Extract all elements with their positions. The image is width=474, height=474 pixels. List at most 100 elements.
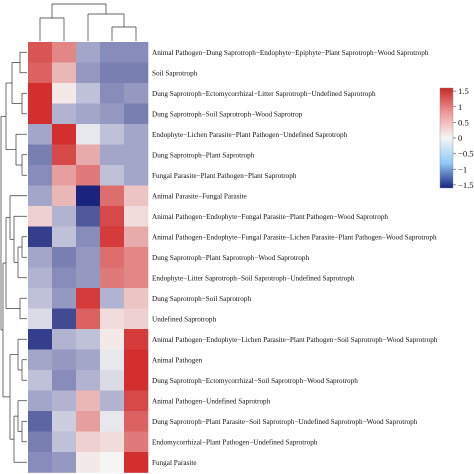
heatmap-cell: [52, 267, 77, 289]
heatmap-cell: [52, 349, 77, 371]
heatmap-cell: [124, 206, 149, 227]
heatmap-cell: [28, 247, 53, 268]
row-label: Undefined Saprotroph: [152, 315, 216, 323]
heatmap-cell: [76, 103, 101, 125]
heatmap-cell: [28, 452, 53, 473]
row-label: Dung Saprotroph−Plant Saprotroph: [152, 151, 255, 159]
heatmap-cell: [124, 411, 149, 432]
row-label: Animal Pathogen−Undefined Saprotroph: [152, 397, 271, 405]
heatmap-cell: [76, 349, 101, 371]
heatmap-cell: [52, 308, 77, 330]
heatmap-cell: [52, 103, 77, 125]
color-scale-bar: [439, 87, 454, 189]
heatmap-cell: [28, 185, 53, 207]
heatmap-cell: [52, 329, 77, 350]
legend-tick-label: 1.5: [458, 86, 469, 96]
heatmap-cell: [100, 308, 125, 330]
color-scale-ticks: 1.5 1 0.5 0 −0.5 −1 −1.5: [453, 86, 474, 190]
heatmap-cell: [100, 165, 125, 186]
heatmap-cell: [28, 83, 53, 104]
heatmap-cell: [76, 247, 101, 268]
legend-tick-label: 1: [458, 102, 462, 112]
heatmap-cell: [100, 206, 125, 227]
legend-tick-label: −1: [458, 164, 467, 174]
heatmap-cell: [28, 308, 53, 330]
heatmap-cell: [76, 390, 101, 412]
heatmap-cell: [52, 185, 77, 207]
row-label: Dung Saprotroph−Ectomycorrhizal−Soil Sap…: [152, 377, 358, 385]
heatmap-cell: [28, 144, 53, 166]
heatmap-cell: [76, 206, 101, 227]
heatmap-cell: [28, 165, 53, 186]
heatmap-cell: [100, 226, 125, 248]
legend-tick-label: 0.5: [458, 117, 469, 127]
heatmap-cell: [124, 42, 149, 63]
row-label: Animal Pathogen: [152, 356, 203, 364]
heatmap-cell: [124, 124, 149, 145]
heatmap-cell: [52, 42, 77, 63]
heatmap-cell: [124, 247, 149, 268]
row-label: Dung Saprotroph−Soil Saprotroph−Wood Sap…: [152, 110, 303, 118]
heatmap-cell: [100, 411, 125, 432]
heatmap-cell: [124, 226, 149, 248]
heatmap-cell: [124, 431, 149, 453]
heatmap-cell: [76, 42, 101, 63]
heatmap-cell: [76, 288, 101, 309]
row-label: Dung Saprotroph−Soil Saprotroph: [152, 295, 251, 303]
heatmap-cell: [76, 165, 101, 186]
heatmap-cell: [52, 452, 77, 473]
heatmap-cell: [28, 62, 53, 84]
heatmap-cell: [28, 206, 53, 227]
row-label: Fungal Parasite: [152, 459, 197, 467]
heatmap-cell: [76, 124, 101, 145]
heatmap-cell: [76, 308, 101, 330]
row-label: Animal Pathogen−Endophyte−Fungal Parasit…: [152, 213, 388, 221]
row-label: Soil Saprotroph: [152, 69, 198, 77]
heatmap-cell: [28, 411, 53, 432]
heatmap-cell: [100, 349, 125, 371]
heatmap-cell: [124, 103, 149, 125]
heatmap-cell: [52, 226, 77, 248]
heatmap-cell: [124, 267, 149, 289]
color-scale-legend: 1.5 1 0.5 0 −0.5 −1 −1.5: [439, 86, 474, 190]
heatmap-cell: [100, 144, 125, 166]
heatmap-cell: [100, 288, 125, 309]
heatmap-cell: [28, 390, 53, 412]
row-dendrogram: [0, 51, 27, 463]
heatmap-cell: [124, 185, 149, 207]
heatmap-cell: [76, 62, 101, 84]
heatmap-cell: [100, 42, 125, 63]
heatmap-cell: [76, 185, 101, 207]
heatmap-cell: [100, 431, 125, 453]
legend-tick-label: −0.5: [458, 149, 474, 159]
heatmap-cell: [100, 452, 125, 473]
heatmap-cell: [52, 431, 77, 453]
heatmap-cell: [76, 411, 101, 432]
heatmap-cell: [28, 329, 53, 350]
heatmap-cell: [100, 247, 125, 268]
heatmap-cell: [76, 83, 101, 104]
heatmap-cell: [52, 165, 77, 186]
heatmap-cell: [124, 288, 149, 309]
heatmap-cell: [28, 103, 53, 125]
heatmap-cell: [124, 370, 149, 391]
heatmap-cells: [28, 42, 149, 473]
heatmap-cell: [76, 452, 101, 473]
column-dendrogram: [39, 3, 137, 41]
heatmap-cell: [124, 349, 149, 371]
row-label: Animal Pathogen−Dung Saprotroph−Endophyt…: [152, 49, 429, 57]
heatmap-cell: [100, 390, 125, 412]
heatmap-cell: [52, 390, 77, 412]
row-label: Animal Pathogen−Endophyte−Lichen Parasit…: [152, 336, 438, 344]
row-label: Endophyte−Litter Saprotroph−Soil Saprotr…: [152, 274, 355, 282]
row-label: Fungal Parasite−Plant Pathogen−Plant Sap…: [152, 172, 297, 180]
heatmap-cell: [28, 288, 53, 309]
heatmap-cell: [76, 329, 101, 350]
heatmap-cell: [28, 124, 53, 145]
heatmap-cell: [52, 124, 77, 145]
legend-tick-label: −1.5: [458, 180, 474, 190]
heatmap-cell: [52, 62, 77, 84]
heatmap-cell: [100, 124, 125, 145]
heatmap-cell: [124, 308, 149, 330]
